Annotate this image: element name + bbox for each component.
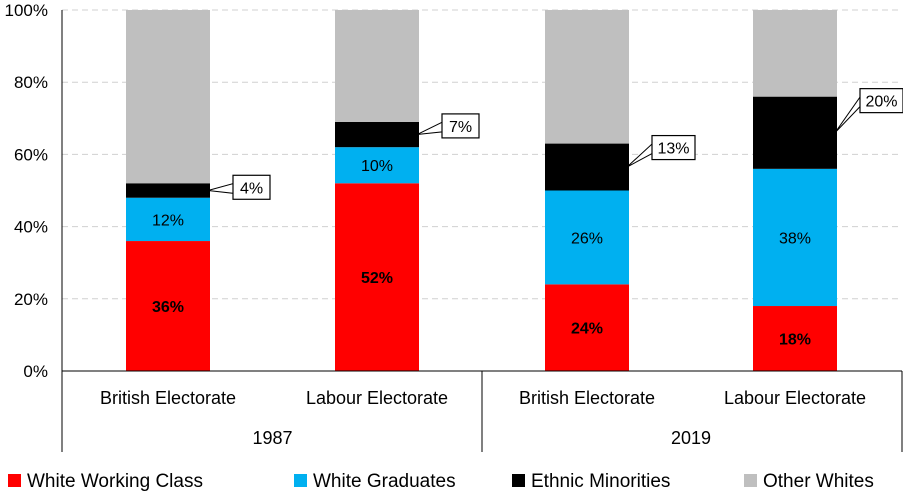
callout-box xyxy=(441,113,480,139)
bar-segment xyxy=(126,10,210,184)
bar-segment xyxy=(753,10,837,97)
group-label: 1987 xyxy=(252,428,292,448)
callout-box xyxy=(651,134,696,161)
y-tick-label: 60% xyxy=(14,145,48,164)
group-label: 2019 xyxy=(671,428,711,448)
legend-swatch xyxy=(744,474,757,487)
callout-box xyxy=(859,88,903,114)
data-label: 26% xyxy=(571,230,603,247)
segment-labels: 36% 12% 4% 52% 10% 7% 24% 26% 13% 18% 38% 20% xyxy=(152,88,903,349)
legend-swatch xyxy=(8,474,21,487)
legend-label: White Graduates xyxy=(313,471,456,492)
bar-segment xyxy=(335,10,419,122)
bar-segment xyxy=(335,147,419,184)
bar-segment xyxy=(126,241,210,371)
axes: 0% 20% 40% 60% 80% 100% British Electorate Labo… xyxy=(5,1,903,452)
callout-pointer xyxy=(626,142,653,168)
callout-pointer xyxy=(416,121,443,136)
y-tick-label: 40% xyxy=(14,218,48,237)
legend-label: White Working Class xyxy=(27,471,203,492)
bar-segment xyxy=(753,168,837,307)
callout-pointer xyxy=(207,183,234,194)
callout-pointer xyxy=(834,95,861,134)
data-label: 12% xyxy=(152,212,184,229)
y-tick-label: 100% xyxy=(5,1,48,20)
bar-segment xyxy=(753,96,837,169)
data-label: 7% xyxy=(449,119,472,136)
y-tick-label: 80% xyxy=(14,73,48,92)
bars xyxy=(126,10,837,371)
y-tick-label: 0% xyxy=(23,362,48,381)
callout-box xyxy=(232,174,271,200)
data-label: 13% xyxy=(657,141,689,158)
data-label: 10% xyxy=(361,158,393,175)
data-label: 4% xyxy=(240,180,263,197)
legend: White Working Class White Graduates Ethnic… xyxy=(8,471,874,492)
data-label: 20% xyxy=(865,94,897,111)
legend-label: Ethnic Minorities xyxy=(531,471,670,492)
data-label: 18% xyxy=(779,332,811,349)
x-tick-label: British Electorate xyxy=(519,388,655,408)
data-label: 38% xyxy=(779,230,811,247)
bar-segment xyxy=(126,197,210,242)
legend-swatch xyxy=(512,474,525,487)
bar-segment xyxy=(335,183,419,371)
bar-segment xyxy=(545,10,629,144)
data-label: 52% xyxy=(361,270,393,287)
x-tick-label: British Electorate xyxy=(100,388,236,408)
bar-segment xyxy=(335,121,419,148)
bar-segment xyxy=(753,306,837,371)
data-label: 24% xyxy=(571,321,603,338)
bar-segment xyxy=(545,190,629,285)
bar-segment xyxy=(545,284,629,371)
y-tick-label: 20% xyxy=(14,290,48,309)
data-label: 36% xyxy=(152,299,184,316)
bar-segment xyxy=(545,143,629,191)
x-tick-label: Labour Electorate xyxy=(724,388,866,408)
legend-swatch xyxy=(294,474,307,487)
bar-segment xyxy=(126,183,210,198)
legend-label: Other Whites xyxy=(763,471,874,492)
x-tick-label: Labour Electorate xyxy=(306,388,448,408)
